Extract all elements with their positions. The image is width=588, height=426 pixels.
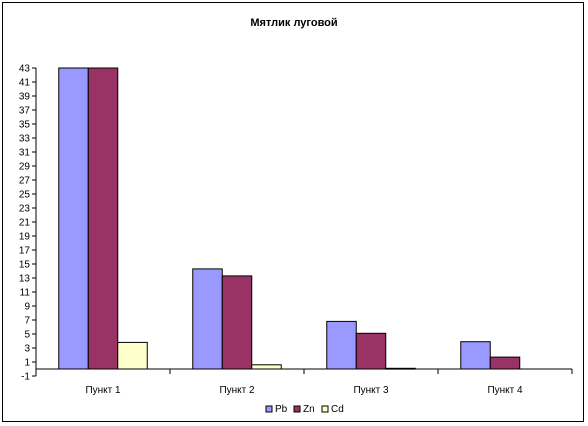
x-tick-label: Пункт 4	[487, 385, 523, 396]
legend-label-pb: Pb	[275, 404, 288, 415]
bar-cd-1	[117, 341, 148, 370]
legend-swatch-zn	[293, 405, 301, 413]
y-tick-label: 21	[19, 218, 31, 229]
legend-label-zn: Zn	[303, 404, 315, 415]
y-tick-label: 35	[19, 120, 31, 131]
y-tick-label: 31	[19, 148, 31, 159]
y-tick-label: 13	[19, 274, 31, 285]
y-tick-label: 17	[19, 246, 31, 257]
x-tick-label: Пункт 1	[85, 385, 121, 396]
bar-pb-2	[192, 268, 223, 370]
bar-cd-2	[251, 364, 282, 370]
bar-zn-2	[221, 275, 253, 370]
bar-pb-1	[58, 67, 89, 370]
bar-pb-3	[326, 320, 357, 370]
y-tick-label: 7	[24, 316, 30, 327]
y-tick-label: 41	[19, 78, 31, 89]
bar-pb-4	[460, 341, 491, 370]
legend: Pb Zn Cd	[265, 404, 344, 415]
y-tick-label: 27	[19, 176, 31, 187]
y-tick-label: 29	[19, 162, 31, 173]
y-tick-label: 23	[19, 204, 31, 215]
legend-swatch-pb	[265, 405, 273, 413]
y-tick-label: 15	[19, 260, 31, 271]
chart-title: Мятлик луговой	[250, 17, 338, 29]
y-tick-label: 43	[19, 64, 31, 75]
legend-label-cd: Cd	[331, 404, 344, 415]
y-tick-label: 37	[19, 106, 31, 117]
y-tick-label: 5	[24, 330, 30, 341]
legend-swatch-cd	[321, 405, 329, 413]
y-tick-label: 1	[24, 358, 30, 369]
bar-zn-4	[489, 356, 521, 370]
y-tick-label: 3	[24, 344, 30, 355]
y-tick-label: 25	[19, 190, 31, 201]
bar-zn-3	[355, 332, 387, 370]
y-tick-label: 39	[19, 92, 31, 103]
y-tick-label: -1	[21, 372, 30, 383]
x-tick-label: Пункт 2	[219, 385, 255, 396]
x-tick-label: Пункт 3	[353, 385, 389, 396]
y-tick-label: 11	[20, 288, 31, 299]
y-tick-label: 19	[19, 232, 31, 243]
y-tick-label: 9	[24, 302, 30, 313]
bar-zn-1	[87, 67, 119, 370]
y-tick-label: 33	[19, 134, 31, 145]
